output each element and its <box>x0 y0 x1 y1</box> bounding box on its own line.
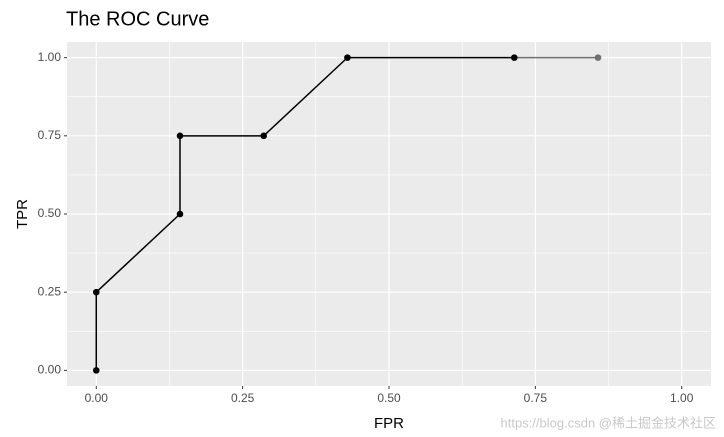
y-tick-label: 0.00 <box>38 363 62 377</box>
plot-area <box>67 42 711 386</box>
chart-title: The ROC Curve <box>66 8 209 30</box>
point <box>92 288 100 296</box>
y-tick-label: 0.25 <box>38 284 62 298</box>
line-segment <box>263 57 348 137</box>
x-tick-label: 0.25 <box>231 391 255 405</box>
y-tick-label: 1.00 <box>38 50 62 64</box>
x-tick-label: 0.75 <box>524 391 548 405</box>
point <box>510 54 518 61</box>
x-tick-label: 0.50 <box>377 391 401 405</box>
point <box>176 132 184 140</box>
y-axis-label: TPR <box>14 199 31 229</box>
watermark: https://blog.csdn @稀土掘金技术社区 <box>501 415 716 430</box>
x-tick-label: 1.00 <box>670 391 694 405</box>
point <box>594 54 602 61</box>
line-segment <box>95 213 181 293</box>
x-tick-label: 0.00 <box>85 391 109 405</box>
x-axis-label: FPR <box>374 415 404 432</box>
point <box>260 132 268 140</box>
y-tick-label: 0.50 <box>38 206 62 220</box>
point <box>344 54 351 61</box>
y-tick-label: 0.75 <box>38 128 62 142</box>
point <box>176 210 184 218</box>
point <box>92 367 100 374</box>
